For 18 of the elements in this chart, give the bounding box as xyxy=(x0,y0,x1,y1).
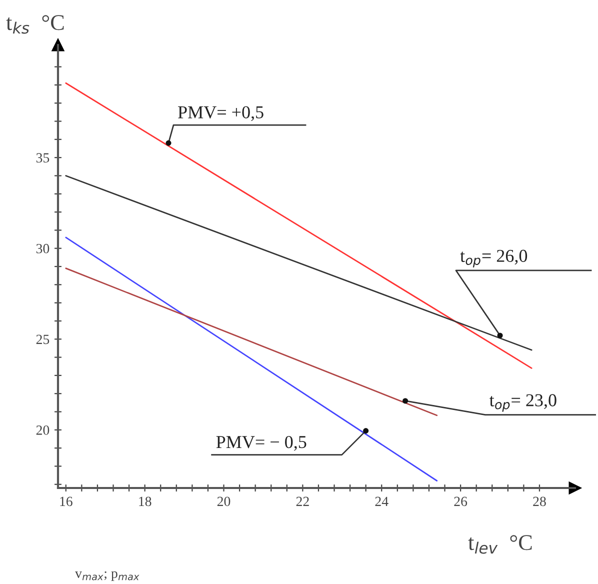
y-tick-label: 25 xyxy=(36,334,50,344)
text: v$_{max}$; p$_{max}$ xyxy=(75,571,140,581)
x-axis-title: t$_{lev}$ °C xyxy=(468,535,532,554)
x-tick-label: 28 xyxy=(533,496,546,506)
annotation: t$_{op}$= 26,0 xyxy=(460,250,528,268)
y-tick-label: 20 xyxy=(36,425,50,435)
annotation: t$_{op}$= 23,0 xyxy=(489,394,556,412)
x-tick-label: 18 xyxy=(139,496,152,506)
x-tick-label: 26 xyxy=(454,496,468,506)
y-tick-label: 30 xyxy=(36,244,50,254)
annotation: PMV= − 0,5 xyxy=(216,436,306,451)
x-tick-label: 20 xyxy=(217,496,230,506)
x-tick-label: 22 xyxy=(296,496,309,506)
y-tick-label: 35 xyxy=(36,153,50,163)
annotation: PMV= +0,5 xyxy=(178,106,264,121)
x-tick-label: 16 xyxy=(60,496,72,506)
x-tick-label: 24 xyxy=(375,496,388,506)
y-axis-title: t$_{ks}$ °C xyxy=(6,15,64,34)
